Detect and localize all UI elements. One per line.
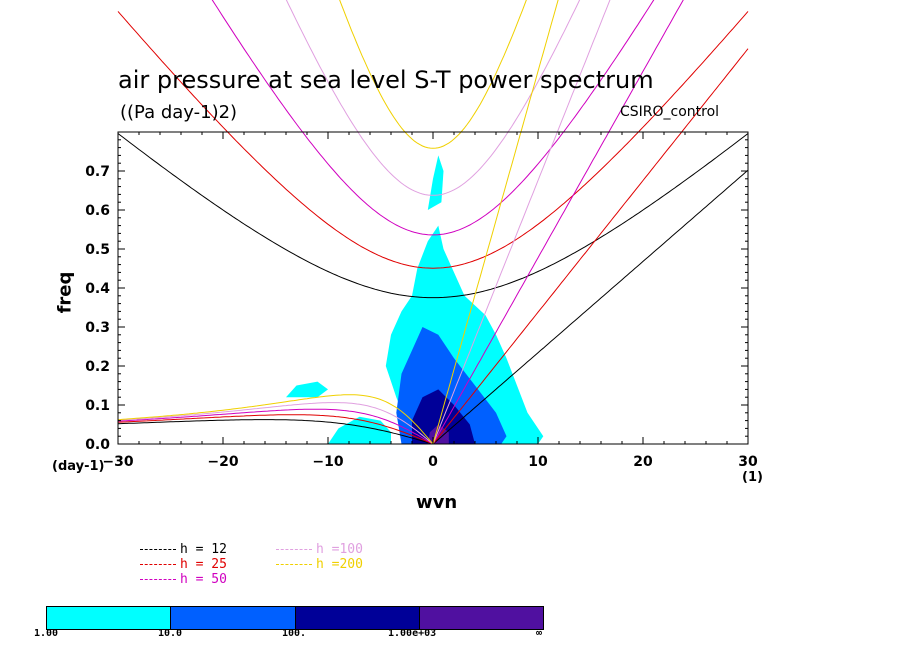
legend-dash — [140, 564, 176, 565]
chart-units: ((Pa day-1)2) — [120, 102, 238, 123]
dispersion-curve — [117, 408, 434, 445]
dispersion-curve — [211, 0, 655, 236]
x-unit-left: (day-1) — [52, 459, 105, 474]
colorbar — [46, 606, 544, 630]
power-contours — [286, 155, 544, 444]
y-tick-label: 0.6 — [85, 203, 110, 219]
colorbar-label: 10.0 — [158, 628, 183, 639]
dispersion-curve — [432, 0, 684, 445]
x-tick-label: 0 — [428, 454, 438, 470]
legend-label: h = 25 — [180, 557, 227, 572]
legend-h50: h = 50 — [140, 572, 227, 587]
colorbar-label: ∞ — [536, 628, 543, 639]
x-axis-label: wvn — [416, 492, 458, 513]
legend-dash — [276, 564, 312, 565]
dispersion-curve — [339, 0, 527, 149]
y-axis-label: freq — [54, 271, 76, 314]
chart-title: air pressure at sea level S-T power spec… — [118, 66, 654, 94]
dispersion-curve — [117, 394, 434, 445]
colorbar-cell — [419, 607, 543, 629]
legend-h12: h = 12 — [140, 542, 227, 557]
dispersion-curves — [117, 0, 749, 445]
colorbar-label: 1.00e+03 — [388, 628, 437, 639]
y-tick-label: 0.7 — [85, 164, 110, 180]
contour-region — [286, 381, 328, 398]
y-tick-label: 0.2 — [85, 359, 110, 375]
legend-h100: h =100 — [276, 542, 363, 557]
x-tick-label: 20 — [633, 454, 653, 470]
x-tick-label: −10 — [312, 454, 343, 470]
x-tick-label: 10 — [528, 454, 548, 470]
y-tick-label: 0.4 — [85, 281, 110, 297]
dispersion-curve — [117, 414, 434, 445]
colorbar-label: 1.00 — [34, 628, 59, 639]
dispersion-curve — [285, 0, 581, 196]
x-tick-label: 30 — [738, 454, 758, 470]
dispersion-curve — [117, 419, 434, 445]
y-tick-label: 0.5 — [85, 242, 110, 258]
x-axis: −30 −20 −10 0 10 20 30 — [102, 132, 758, 470]
legend-label: h =100 — [316, 542, 363, 557]
dispersion-curve — [432, 169, 749, 445]
legend-h200: h =200 — [276, 557, 363, 572]
legend-dash — [276, 549, 312, 550]
colorbar-cell — [47, 607, 172, 629]
dispersion-curve — [432, 48, 749, 445]
x-tick-label: −20 — [207, 454, 238, 470]
legend-dash — [140, 549, 176, 550]
dispersion-curve — [432, 0, 611, 445]
legend-dash — [140, 579, 176, 580]
y-tick-label: 0.0 — [85, 437, 110, 453]
legend-label: h = 12 — [180, 542, 227, 557]
legend-h25: h = 25 — [140, 557, 227, 572]
model-name: CSIRO_control — [620, 104, 720, 120]
dispersion-curve — [117, 133, 749, 299]
y-tick-label: 0.1 — [85, 398, 110, 414]
colorbar-cell — [295, 607, 420, 629]
x-unit-right: (1) — [742, 470, 763, 485]
dispersion-curve — [117, 402, 434, 445]
y-axis: 0.0 0.1 0.2 0.3 0.4 0.5 0.6 0.7 — [85, 131, 748, 453]
dispersion-curve — [117, 11, 749, 269]
contour-region — [427, 155, 444, 210]
colorbar-cell — [171, 607, 296, 629]
colorbar-label: 100. — [282, 628, 307, 639]
x-tick-label: −30 — [102, 454, 133, 470]
legend-label: h =200 — [316, 557, 363, 572]
dispersion-curve — [432, 0, 559, 445]
legend-label: h = 50 — [180, 572, 227, 587]
y-tick-label: 0.3 — [85, 320, 110, 336]
